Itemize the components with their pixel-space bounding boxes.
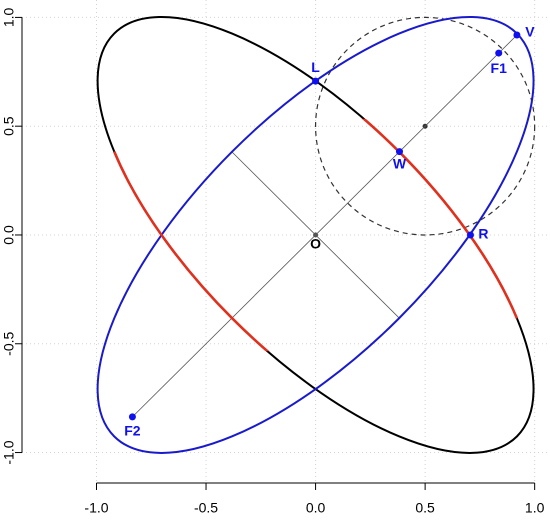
point <box>312 77 320 85</box>
y-tick-label: 0.5 <box>1 116 17 136</box>
point <box>466 231 474 239</box>
circle <box>314 16 536 236</box>
point-label: V <box>525 24 535 40</box>
x-tick-label: 0.0 <box>306 500 326 516</box>
segment <box>132 34 518 418</box>
point <box>495 49 503 57</box>
point <box>395 148 403 156</box>
point-label: L <box>311 59 320 75</box>
point-label: W <box>393 155 407 171</box>
point <box>128 413 136 421</box>
x-tick-label: 0.5 <box>415 500 435 516</box>
y-tick-label: -1.0 <box>1 440 17 464</box>
point-label: F1 <box>491 60 508 76</box>
point-label: O <box>310 236 321 252</box>
point-label: F2 <box>124 423 141 439</box>
x-tick-label: -1.0 <box>84 500 108 516</box>
point <box>513 31 521 39</box>
origin-point <box>313 232 319 238</box>
y-tick-label: 1.0 <box>1 7 17 27</box>
point-label: R <box>478 226 488 242</box>
y-tick-label: 0.0 <box>1 225 17 245</box>
y-tick-label: -0.5 <box>1 331 17 355</box>
x-tick-label: -0.5 <box>194 500 218 516</box>
x-tick-label: 1.0 <box>525 500 545 516</box>
